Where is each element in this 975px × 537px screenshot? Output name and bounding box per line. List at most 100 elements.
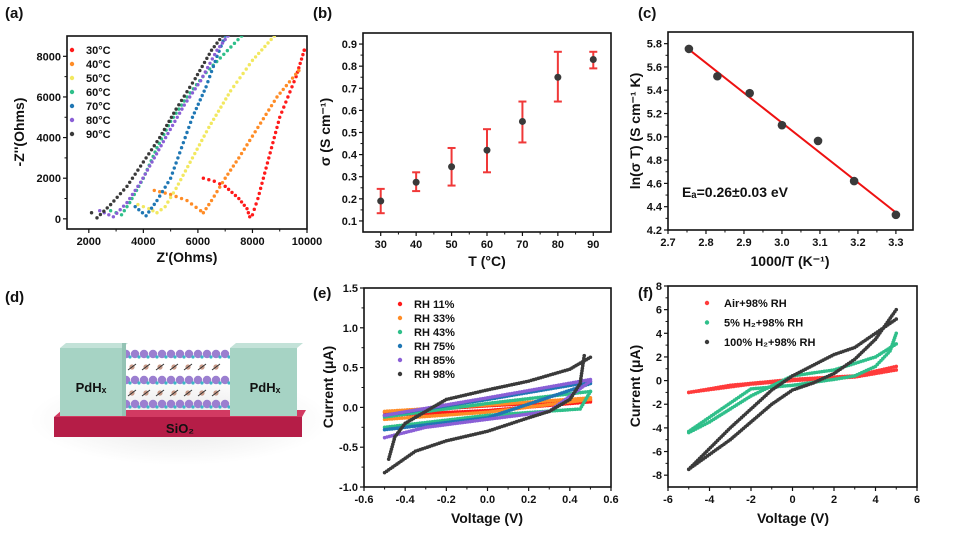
data-point	[169, 115, 174, 119]
data-point	[209, 48, 214, 52]
x-tick-label: -6	[663, 494, 673, 506]
data-point	[188, 95, 192, 99]
data-point	[713, 71, 722, 81]
data-point	[174, 194, 178, 199]
data-point	[223, 37, 227, 42]
legend-label: RH 33%	[414, 313, 455, 325]
data-point	[130, 176, 135, 180]
h-bond	[127, 363, 137, 371]
molecule-atom	[164, 381, 168, 385]
x-tick-label: 0.4	[562, 494, 578, 506]
molecule-atom	[128, 381, 132, 385]
data-point	[162, 127, 167, 132]
data-point	[231, 164, 236, 168]
h-bond	[211, 389, 221, 397]
data-point	[165, 123, 169, 128]
data-point	[128, 200, 132, 205]
data-point	[159, 208, 163, 212]
data-point	[147, 206, 151, 211]
data-point	[185, 95, 189, 99]
data-point	[777, 120, 787, 130]
data-point	[177, 111, 182, 115]
x-tick-label: -0.4	[396, 494, 416, 506]
data-point	[149, 206, 154, 210]
molecule-node	[166, 399, 176, 409]
molecule-atom	[218, 405, 222, 409]
data-point	[294, 72, 298, 77]
data-point	[257, 191, 261, 196]
data-point	[189, 202, 194, 206]
data-point	[248, 215, 252, 219]
legend-label: RH 43%	[414, 327, 455, 339]
data-point	[247, 63, 252, 67]
data-point	[148, 164, 152, 168]
data-point	[215, 54, 219, 59]
data-point	[272, 36, 277, 38]
data-point	[211, 64, 216, 69]
data-point	[168, 192, 173, 197]
legend-marker	[69, 47, 75, 53]
data-point	[183, 169, 188, 173]
panel-label: (e)	[313, 285, 331, 302]
data-point	[412, 178, 420, 186]
data-point	[218, 44, 222, 49]
data-point	[244, 67, 248, 71]
data-point	[301, 52, 305, 57]
y-tick-label: 4.2	[647, 225, 662, 237]
data-point	[239, 36, 244, 38]
data-point	[194, 106, 199, 111]
data-point	[143, 172, 147, 176]
data-point	[286, 95, 290, 99]
data-point	[198, 98, 202, 102]
data-point	[588, 355, 593, 360]
left-electrode	[60, 343, 128, 416]
data-point	[108, 202, 113, 207]
data-point	[223, 36, 227, 38]
data-point	[178, 151, 182, 155]
legend-label: 80°C	[86, 115, 111, 127]
data-point	[276, 120, 281, 125]
data-point	[288, 90, 292, 94]
y-tick-label: 4.4	[647, 202, 663, 214]
data-point	[181, 140, 186, 145]
data-point	[894, 331, 899, 336]
x-tick-label: 6	[914, 494, 920, 506]
data-point	[261, 176, 266, 180]
data-point	[483, 146, 491, 154]
data-point	[130, 192, 135, 197]
data-point	[250, 58, 255, 63]
molecule-atom	[218, 381, 222, 385]
data-point	[122, 209, 126, 213]
y-tick-label: 0.9	[342, 39, 357, 51]
y-axis-title: Current (μA)	[320, 346, 336, 428]
data-point	[448, 163, 456, 171]
data-point	[185, 130, 189, 135]
data-point	[112, 199, 116, 203]
series-80°C	[98, 36, 230, 219]
data-point	[229, 45, 233, 49]
data-point	[894, 364, 899, 369]
molecule-node	[148, 399, 158, 409]
h-bond	[155, 389, 165, 397]
molecule-node	[166, 375, 176, 385]
molecule-node	[175, 375, 185, 385]
molecule-node	[157, 349, 167, 359]
data-point	[226, 93, 230, 97]
x-tick-label: 2.7	[660, 237, 675, 249]
molecule-node	[220, 349, 230, 359]
data-point	[302, 48, 307, 53]
data-point	[175, 115, 179, 119]
legend-label: RH 85%	[414, 355, 455, 367]
data-point	[163, 191, 167, 195]
data-point	[252, 207, 256, 212]
data-point	[202, 89, 206, 93]
data-point	[245, 206, 249, 211]
molecule-atom	[191, 381, 195, 385]
data-point	[256, 125, 260, 130]
data-point	[137, 208, 141, 212]
data-point	[684, 44, 694, 54]
data-point	[208, 74, 212, 79]
plot-frame	[667, 31, 914, 231]
legend-label: 50°C	[86, 73, 111, 85]
y-tick-label: 2	[656, 352, 662, 364]
